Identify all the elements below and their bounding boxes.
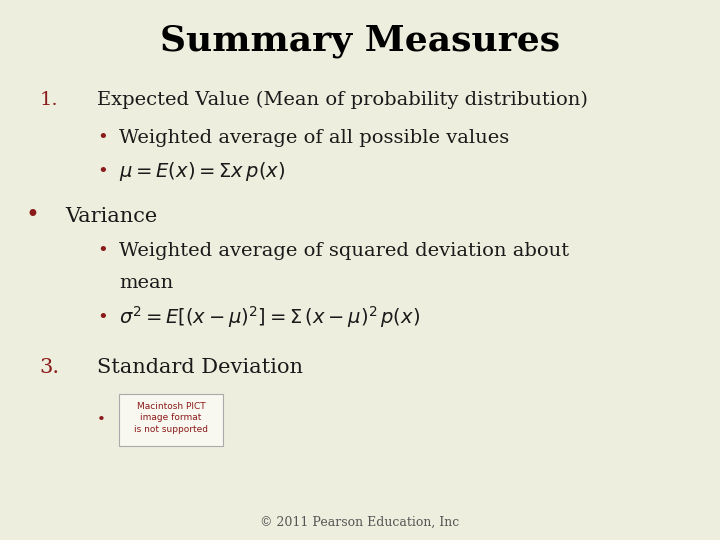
Text: •: • <box>97 129 108 147</box>
Text: 1.: 1. <box>40 91 58 109</box>
Text: 3.: 3. <box>40 357 60 377</box>
Text: Weighted average of squared deviation about: Weighted average of squared deviation ab… <box>119 242 569 260</box>
Text: •: • <box>97 413 106 427</box>
Text: •: • <box>97 242 108 260</box>
Text: Weighted average of all possible values: Weighted average of all possible values <box>119 129 509 147</box>
Text: mean: mean <box>119 274 173 293</box>
Text: •: • <box>25 205 39 227</box>
Text: is not supported: is not supported <box>134 425 208 434</box>
Text: image format: image format <box>140 413 202 422</box>
Text: Expected Value (Mean of probability distribution): Expected Value (Mean of probability dist… <box>97 91 588 109</box>
Text: Summary Measures: Summary Measures <box>160 24 560 57</box>
Text: Standard Deviation: Standard Deviation <box>97 357 303 377</box>
Text: © 2011 Pearson Education, Inc: © 2011 Pearson Education, Inc <box>261 516 459 529</box>
Text: Macintosh PICT: Macintosh PICT <box>137 402 205 411</box>
FancyBboxPatch shape <box>119 394 223 446</box>
Text: Variance: Variance <box>65 206 157 226</box>
Text: •: • <box>97 163 108 181</box>
Text: $\mu = E(x) = \Sigma x\, p(x)$: $\mu = E(x) = \Sigma x\, p(x)$ <box>119 160 285 183</box>
Text: $\sigma^2 = E[(x - \mu)^2] = \Sigma\,(x - \mu)^2\,p(x)$: $\sigma^2 = E[(x - \mu)^2] = \Sigma\,(x … <box>119 305 420 330</box>
Text: •: • <box>97 308 108 327</box>
